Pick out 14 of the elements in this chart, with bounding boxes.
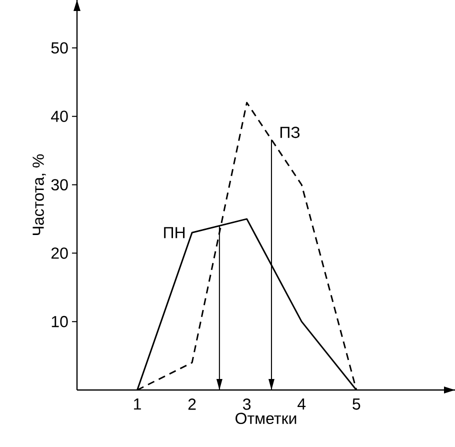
x-tick-label: 3 — [242, 398, 251, 410]
y-tick-label: 50 — [51, 42, 68, 54]
x-tick-label: 4 — [298, 398, 306, 410]
x-axis-title: Отметки — [236, 412, 296, 424]
series-label: ПЗ — [280, 126, 300, 138]
y-tick-label: 40 — [51, 110, 68, 122]
x-tick-label: 1 — [134, 398, 141, 410]
x-tick-label: 2 — [188, 398, 196, 410]
y-tick-label: 10 — [52, 316, 68, 328]
series-label: ПН — [164, 227, 185, 238]
y-axis-title: Частота, % — [32, 154, 46, 235]
x-tick-label: 5 — [352, 398, 360, 410]
y-tick-label: 20 — [51, 248, 68, 259]
y-tick-label: 30 — [51, 179, 68, 190]
